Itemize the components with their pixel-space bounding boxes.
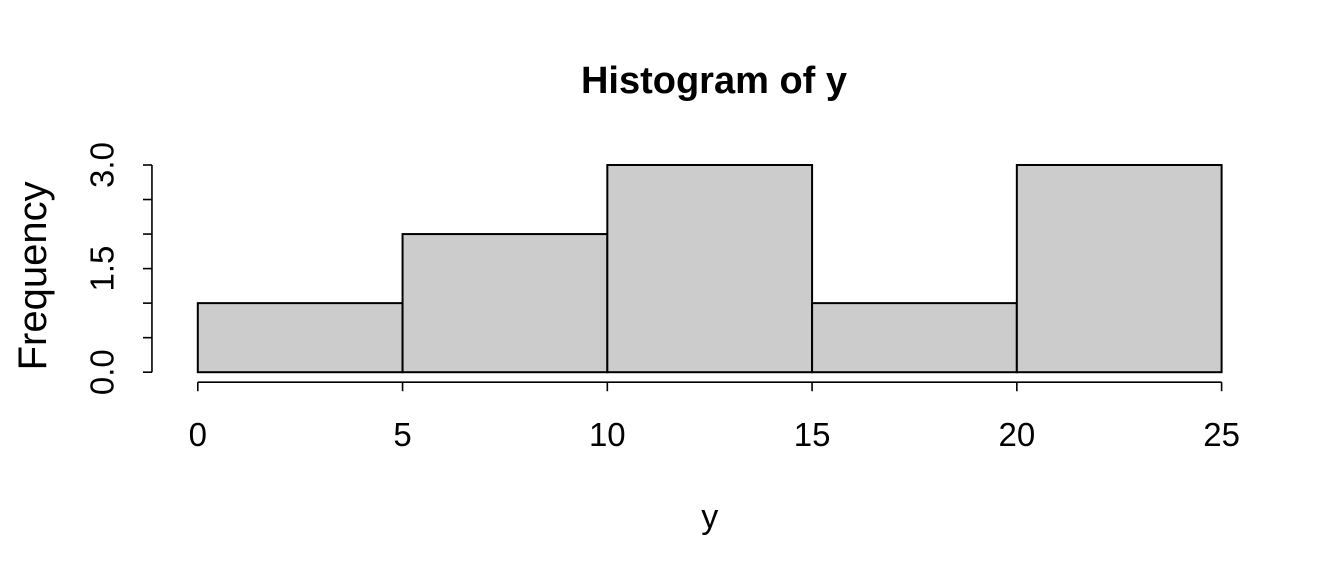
svg-text:5: 5 — [393, 416, 411, 453]
svg-text:y: y — [701, 498, 718, 536]
svg-text:Histogram of y: Histogram of y — [581, 60, 847, 102]
svg-text:15: 15 — [794, 416, 831, 453]
svg-text:1.5: 1.5 — [84, 246, 121, 292]
svg-text:Frequency: Frequency — [11, 181, 55, 370]
svg-text:25: 25 — [1203, 416, 1240, 453]
svg-text:10: 10 — [589, 416, 626, 453]
svg-text:20: 20 — [998, 416, 1035, 453]
svg-text:0: 0 — [189, 416, 207, 453]
svg-text:3.0: 3.0 — [84, 142, 121, 188]
svg-text:0.0: 0.0 — [84, 349, 121, 395]
